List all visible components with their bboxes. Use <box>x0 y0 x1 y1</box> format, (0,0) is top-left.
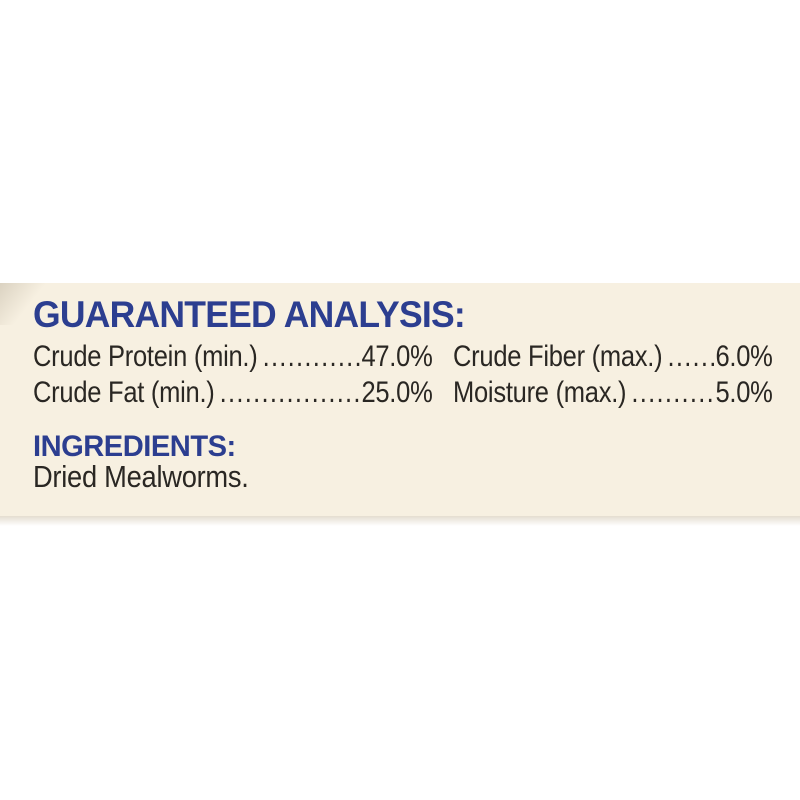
ingredients-title: INGREDIENTS: <box>33 430 236 463</box>
analysis-row-label: Crude Fiber (max.) <box>453 340 663 373</box>
analysis-row-value: 25.0% <box>361 376 433 409</box>
ingredients-text: Dried Mealworms. <box>33 459 249 494</box>
leader-dots: ........................................… <box>262 340 362 373</box>
analysis-row-crude-fiber: Crude Fiber (max.) .....................… <box>453 339 773 375</box>
analysis-column-left: Crude Protein (min.) ...................… <box>33 339 433 411</box>
analysis-row-value: 5.0% <box>715 376 773 409</box>
analysis-row-label: Moisture (max.) <box>453 376 627 409</box>
analysis-row-value: 6.0% <box>715 340 773 373</box>
analysis-row-crude-fat: Crude Fat (min.) .......................… <box>33 375 433 411</box>
analysis-row-label: Crude Protein (min.) <box>33 340 258 373</box>
analysis-column-right: Crude Fiber (max.) .....................… <box>453 339 773 411</box>
analysis-row-moisture: Moisture (max.) ........................… <box>453 375 773 411</box>
analysis-row-crude-protein: Crude Protein (min.) ...................… <box>33 339 433 375</box>
leader-dots: ........................................… <box>667 340 715 373</box>
analysis-row-value: 47.0% <box>361 340 433 373</box>
guaranteed-analysis-table: Crude Protein (min.) ...................… <box>33 339 793 419</box>
label-panel: GUARANTEED ANALYSIS: Crude Protein (min.… <box>0 283 800 526</box>
leader-dots: ........................................… <box>219 376 362 409</box>
leader-dots: ........................................… <box>631 376 715 409</box>
analysis-row-label: Crude Fat (min.) <box>33 376 215 409</box>
guaranteed-analysis-title: GUARANTEED ANALYSIS: <box>33 294 466 335</box>
